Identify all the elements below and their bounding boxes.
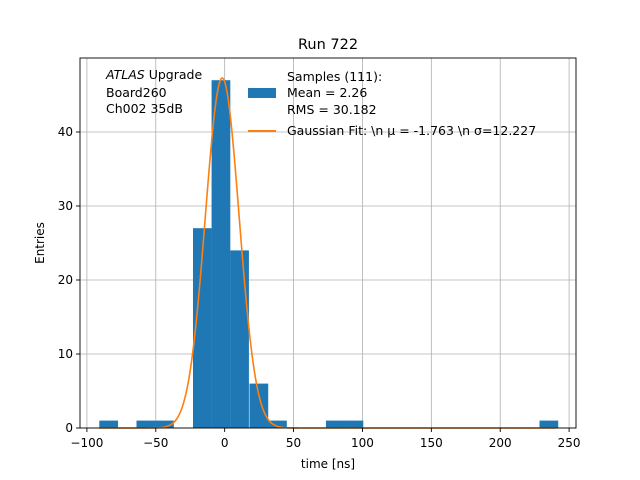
histogram-bar [539,420,559,428]
annotation-line-2: Board260 [106,85,167,100]
histogram-bar [155,420,174,428]
histogram-bar [268,420,287,428]
x-axis-ticks: −100 −50 0 50 100 150 200 250 [70,428,581,450]
x-tick-label: 250 [558,436,581,450]
histogram-bar [325,420,345,428]
annotation-line-1: ATLAS Upgrade [105,67,202,82]
y-tick-label: 40 [58,125,73,139]
y-axis-ticks: 0 10 20 30 40 [58,125,80,435]
histogram-bar [344,420,364,428]
legend-samples-line-2: Mean = 2.26 [287,85,367,100]
chart-title: Run 722 [298,37,358,53]
legend: Samples (111): Mean = 2.26 RMS = 30.182 … [248,69,536,138]
x-tick-label: 100 [351,436,374,450]
histogram-bar [136,420,156,428]
legend-fit-label: Gaussian Fit: \n μ = -1.763 \n σ=12.227 [287,123,536,138]
x-tick-label: −100 [70,436,103,450]
annotation-text: Upgrade [145,67,203,82]
atlas-annotation: ATLAS Upgrade Board260 Ch002 35dB [105,67,202,116]
x-tick-label: 150 [420,436,443,450]
histogram-bars [99,80,559,428]
x-tick-label: 0 [221,436,229,450]
histogram-bar [99,420,119,428]
y-tick-label: 0 [65,421,73,435]
legend-samples-line-1: Samples (111): [287,69,382,84]
y-tick-label: 30 [58,199,73,213]
histogram-bar [192,228,212,428]
histogram-bar [230,250,249,428]
legend-bar-swatch [248,88,276,98]
x-tick-label: 50 [286,436,301,450]
annotation-italic: ATLAS [105,67,145,82]
histogram-bar [249,383,269,428]
x-tick-label: 200 [489,436,512,450]
x-axis-label: time [ns] [301,457,355,471]
legend-samples-line-3: RMS = 30.182 [287,102,377,117]
y-tick-label: 10 [58,347,73,361]
x-tick-label: −50 [143,436,168,450]
annotation-line-3: Ch002 35dB [106,101,183,116]
y-axis-label: Entries [33,222,47,264]
plot-frame [79,57,577,429]
y-tick-label: 20 [58,273,73,287]
histogram-bar [211,80,231,428]
